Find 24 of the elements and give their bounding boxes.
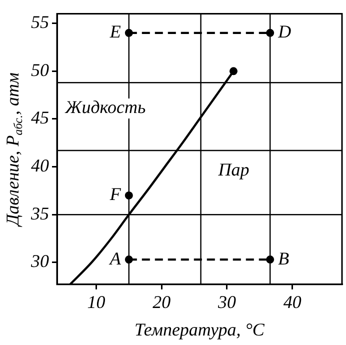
x-tick-label: 10 bbox=[87, 292, 106, 312]
point bbox=[124, 191, 133, 200]
data-label: A bbox=[108, 248, 122, 268]
y-tick-label: 55 bbox=[31, 12, 49, 32]
x-tick-label: 40 bbox=[283, 292, 302, 312]
y-tick-label: 30 bbox=[30, 251, 49, 272]
annotation: Жидкость bbox=[64, 97, 146, 118]
data-label: F bbox=[108, 184, 122, 204]
annotation: Пар bbox=[217, 159, 250, 180]
y-tick-label: 40 bbox=[31, 156, 49, 176]
x-axis-title: Температура, °C bbox=[134, 320, 266, 340]
point bbox=[266, 28, 274, 37]
point bbox=[266, 256, 274, 264]
data-label: D bbox=[277, 22, 292, 42]
x-tick-label: 20 bbox=[152, 292, 171, 312]
data-label: E bbox=[108, 22, 121, 42]
y-tick-label: 45 bbox=[31, 108, 49, 128]
y-tick-label: 35 bbox=[30, 203, 49, 224]
y-tick-label: 50 bbox=[31, 60, 49, 80]
point bbox=[124, 28, 133, 37]
data-label: B bbox=[278, 248, 290, 268]
y-axis-title: Давление, Pабс., атм bbox=[2, 72, 26, 228]
point bbox=[124, 256, 133, 264]
x-tick-label: 30 bbox=[216, 292, 236, 312]
